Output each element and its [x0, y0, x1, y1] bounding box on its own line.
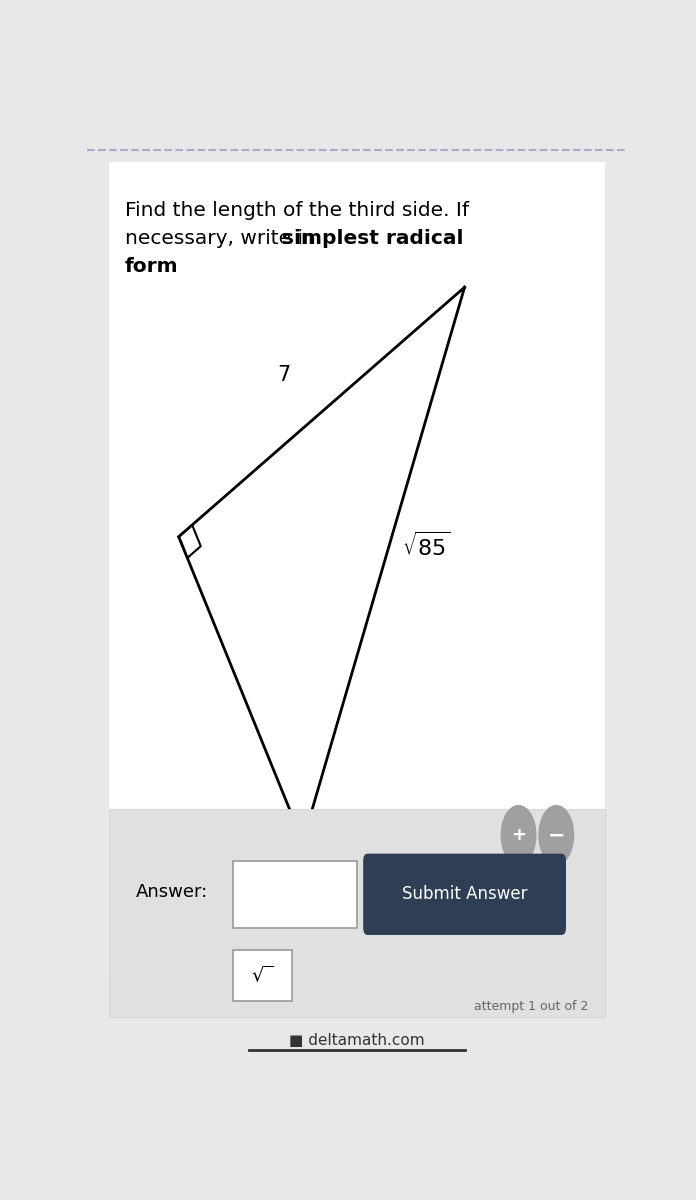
- Text: $\sqrt{\,}$: $\sqrt{\,}$: [251, 965, 274, 985]
- Text: .: .: [164, 257, 170, 276]
- Text: attempt 1 out of 2: attempt 1 out of 2: [474, 1000, 589, 1013]
- Bar: [232, 949, 292, 1001]
- Text: −: −: [548, 826, 565, 845]
- Circle shape: [501, 805, 536, 865]
- Text: Submit Answer: Submit Answer: [402, 886, 528, 904]
- FancyBboxPatch shape: [363, 853, 566, 935]
- Text: +: +: [511, 826, 526, 844]
- Text: simplest radical: simplest radical: [283, 229, 464, 248]
- Bar: [109, 809, 605, 1018]
- Text: Find the length of the third side. If: Find the length of the third side. If: [125, 202, 469, 221]
- Bar: [109, 162, 605, 976]
- Text: Answer:: Answer:: [136, 883, 208, 901]
- Text: ■ deltamath.com: ■ deltamath.com: [289, 1033, 425, 1048]
- Text: $\sqrt{85}$: $\sqrt{85}$: [402, 532, 451, 560]
- Circle shape: [539, 805, 574, 865]
- Text: 7: 7: [277, 365, 290, 385]
- Text: form: form: [125, 257, 178, 276]
- Text: necessary, write in: necessary, write in: [125, 229, 322, 248]
- Bar: [232, 862, 356, 928]
